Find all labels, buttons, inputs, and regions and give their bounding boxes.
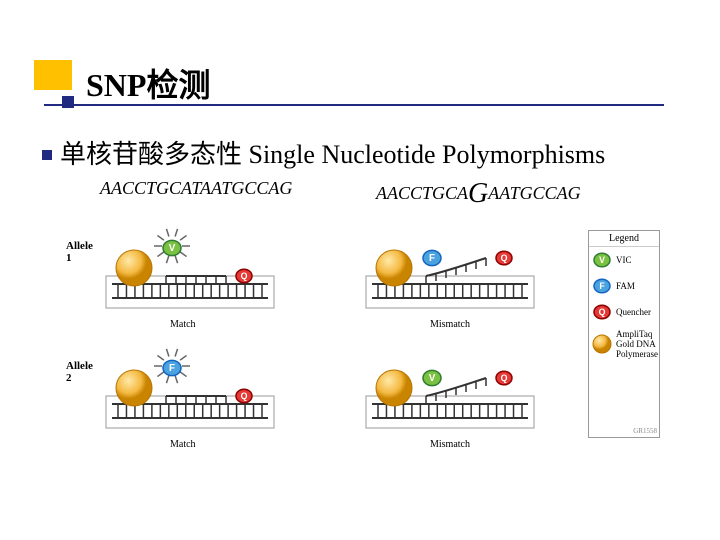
legend-label: AmpliTaq Gold DNA Polymerase <box>616 329 658 359</box>
q-badge: Q <box>496 371 512 385</box>
q-badge: Q <box>236 269 252 283</box>
state-label: Mismatch <box>430 319 470 330</box>
panel-svg: V Q <box>70 218 280 318</box>
legend-label: VIC <box>616 255 632 265</box>
svg-text:V: V <box>169 243 176 254</box>
svg-text:Q: Q <box>501 253 508 263</box>
seq-right-mutation: G <box>468 178 488 209</box>
q-badge: Q <box>496 251 512 265</box>
diagram-area: Allele1Match V Q Mismatch F Q Allele2Mat… <box>60 218 660 478</box>
snp-panel: Allele2Match F Q <box>70 338 280 448</box>
state-label: Match <box>170 439 196 450</box>
legend-row: AmpliTaq Gold DNA Polymerase <box>589 325 659 363</box>
snp-panel: Mismatch F Q <box>330 218 540 328</box>
panel-svg: V Q <box>330 338 540 438</box>
f-badge: F <box>594 279 610 293</box>
svg-text:F: F <box>169 363 175 374</box>
title-bullet-square <box>62 96 74 108</box>
sequence-left: AACCTGCATAATGCCAG <box>100 178 292 199</box>
v-badge: V <box>594 253 610 267</box>
sequence-right: AACCTGCAGAATGCCAG <box>376 178 581 210</box>
f-badge: F <box>163 360 181 375</box>
svg-text:F: F <box>599 281 605 291</box>
q-badge: Q <box>236 389 252 403</box>
svg-text:Q: Q <box>501 373 508 383</box>
polymerase-icon <box>116 250 152 286</box>
state-label: Match <box>170 319 196 330</box>
polymerase-icon <box>593 335 611 353</box>
svg-text:V: V <box>599 255 605 265</box>
panel-svg: F Q <box>70 338 280 438</box>
title-bullet-box <box>34 60 72 90</box>
seq-right-post: AATGCCAG <box>488 183 580 203</box>
credit-label: GR1558 <box>633 427 657 435</box>
svg-text:Q: Q <box>241 271 248 281</box>
legend-box: Legend V VIC F FAM Q Quencher AmpliTaq G… <box>588 230 660 438</box>
page-title: SNP检测 <box>86 60 210 106</box>
snp-panel: Mismatch V Q <box>330 338 540 448</box>
legend-row: Q Quencher <box>589 299 659 325</box>
svg-text:Q: Q <box>241 391 248 401</box>
f-badge: F <box>423 250 441 265</box>
polymerase-icon <box>376 250 412 286</box>
subtitle: 单核苷酸多态性 Single Nucleotide Polymorphisms <box>60 134 605 171</box>
legend-title: Legend <box>589 231 659 247</box>
title-underline <box>44 104 664 106</box>
state-label: Mismatch <box>430 439 470 450</box>
svg-text:F: F <box>429 253 435 264</box>
legend-label: Quencher <box>616 307 651 317</box>
q-badge: Q <box>594 305 610 319</box>
legend-row: F FAM <box>589 273 659 299</box>
v-badge: V <box>423 370 441 385</box>
seq-right-pre: AACCTGCA <box>376 183 468 203</box>
polymerase-icon <box>376 370 412 406</box>
polymerase-icon <box>116 370 152 406</box>
v-badge: V <box>163 240 181 255</box>
legend-label: FAM <box>616 281 635 291</box>
subtitle-bullet <box>42 150 52 160</box>
svg-text:Q: Q <box>599 307 606 317</box>
panel-svg: F Q <box>330 218 540 318</box>
svg-text:V: V <box>429 373 436 384</box>
snp-panel: Allele1Match V Q <box>70 218 280 328</box>
legend-row: V VIC <box>589 247 659 273</box>
